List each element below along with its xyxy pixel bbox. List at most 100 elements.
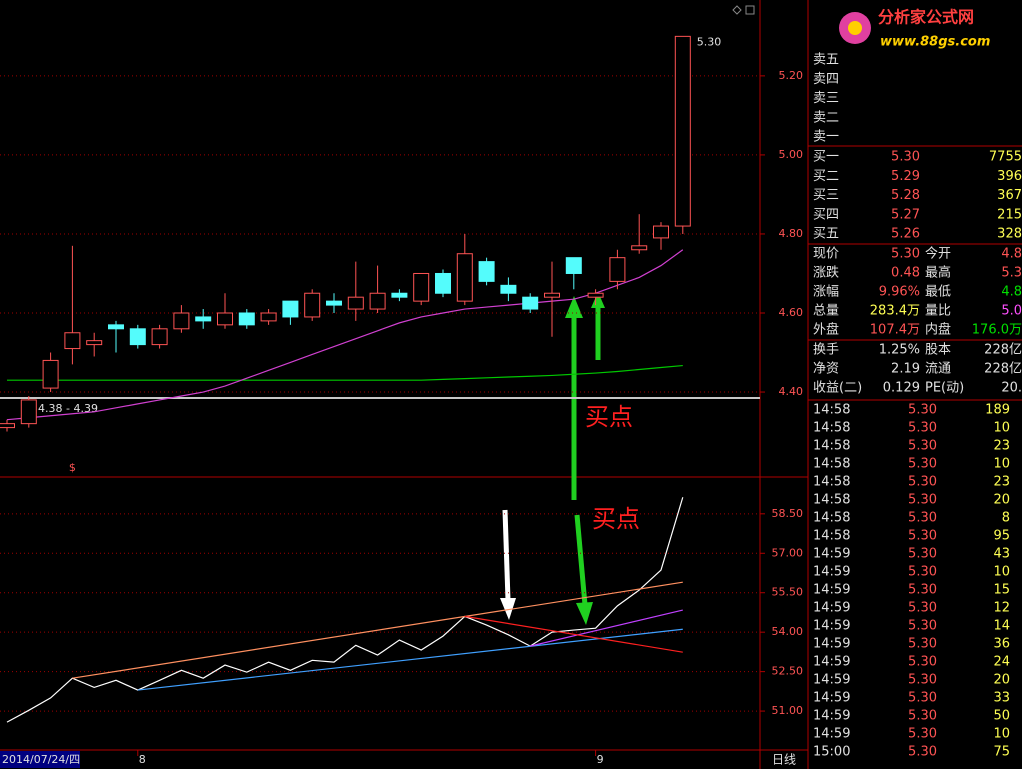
tick-price: 5.30 xyxy=(908,547,937,562)
tick-price: 5.30 xyxy=(908,529,937,544)
tick-volume: 189 xyxy=(985,403,1010,418)
bid-price: 5.27 xyxy=(891,207,920,222)
tick-price: 5.30 xyxy=(908,709,937,724)
x-tick-label: 2014/07/24/四 xyxy=(2,753,80,766)
tick-volume: 24 xyxy=(993,655,1010,670)
tick-price: 5.30 xyxy=(908,727,937,742)
trend-line xyxy=(464,615,683,653)
tick-volume: 12 xyxy=(993,601,1010,616)
tick-price: 5.30 xyxy=(908,655,937,670)
tick-time: 14:58 xyxy=(813,529,850,544)
tick-price: 5.30 xyxy=(908,439,937,454)
tick-price: 5.30 xyxy=(908,421,937,436)
tick-time: 14:59 xyxy=(813,691,850,706)
stat-label: 涨幅 xyxy=(813,285,839,300)
candle-body xyxy=(195,316,212,322)
tick-price: 5.30 xyxy=(908,637,937,652)
max-price-label: 5.30 xyxy=(697,35,722,48)
ask-label: 卖五 xyxy=(813,53,839,68)
stat-value: 5.30 xyxy=(891,247,920,262)
candle-body xyxy=(326,300,342,306)
y-tick-label: 52.50 xyxy=(772,665,804,678)
reference-label: 4.38 - 4.39 xyxy=(38,402,98,415)
candle-body xyxy=(42,359,59,389)
tick-volume: 33 xyxy=(993,691,1010,706)
stat-value: 5.0 xyxy=(1001,304,1022,319)
series-line xyxy=(6,249,684,421)
tick-volume: 10 xyxy=(993,727,1010,742)
y-tick-label: 51.00 xyxy=(772,704,804,717)
series-line xyxy=(6,497,684,723)
tick-price: 5.30 xyxy=(908,475,937,490)
stat-value: 4.8 xyxy=(1001,285,1022,300)
stat-label: 收益(二) xyxy=(813,381,862,396)
tick-volume: 75 xyxy=(993,745,1010,760)
y-tick-label: 58.50 xyxy=(772,507,804,520)
candle-body xyxy=(544,292,560,298)
x-tick-label: 8 xyxy=(139,753,146,766)
y-tick-label: 4.40 xyxy=(779,385,804,398)
candle-body xyxy=(587,292,604,298)
tick-volume: 8 xyxy=(1002,511,1010,526)
candle-body xyxy=(435,272,451,294)
y-tick-label: 55.50 xyxy=(772,586,804,599)
tick-time: 14:59 xyxy=(813,565,850,580)
tick-volume: 36 xyxy=(993,637,1010,652)
tick-volume: 10 xyxy=(993,565,1010,580)
tick-time: 14:58 xyxy=(813,403,850,418)
stat-label: 外盘 xyxy=(813,322,839,338)
tick-volume: 15 xyxy=(993,583,1010,598)
candle-body xyxy=(631,245,648,251)
stat-value: 1.25% xyxy=(879,343,920,358)
tick-volume: 10 xyxy=(993,421,1010,436)
stat-label: PE(动) xyxy=(925,381,964,396)
tick-volume: 23 xyxy=(993,475,1010,490)
annotation: 买点 xyxy=(585,403,633,431)
candle-body xyxy=(413,272,430,302)
tick-volume: 50 xyxy=(993,709,1010,724)
candle-body xyxy=(609,257,626,282)
annotation: 买点 xyxy=(592,505,640,533)
y-tick-label: 4.80 xyxy=(779,227,804,240)
y-tick-label: 4.60 xyxy=(779,306,804,319)
bid-price: 5.29 xyxy=(891,169,920,184)
stat-label: 总量 xyxy=(813,304,839,319)
bid-price: 5.28 xyxy=(891,188,920,203)
candle-body xyxy=(129,328,146,346)
series-line xyxy=(7,364,683,381)
tick-time: 14:59 xyxy=(813,583,850,598)
y-tick-label: 5.00 xyxy=(779,148,804,161)
tick-price: 5.30 xyxy=(908,619,937,634)
marker: $ xyxy=(69,461,76,474)
tick-time: 14:59 xyxy=(813,673,850,688)
ask-label: 卖三 xyxy=(813,91,839,106)
stat-value: 107.4万 xyxy=(870,323,920,338)
tick-time: 14:58 xyxy=(813,511,850,526)
tick-time: 15:00 xyxy=(813,745,850,760)
bid-price: 5.30 xyxy=(891,150,920,165)
tick-price: 5.30 xyxy=(908,673,937,688)
tick-time: 14:59 xyxy=(813,655,850,670)
bid-label: 买一 xyxy=(813,150,839,165)
stat-value: 228亿 xyxy=(984,343,1022,358)
tick-volume: 23 xyxy=(993,439,1010,454)
tick-time: 14:59 xyxy=(813,637,850,652)
tick-volume: 43 xyxy=(993,547,1010,562)
window-icons xyxy=(732,5,755,15)
stat-value: 176.0万 xyxy=(972,323,1022,338)
stat-value: 2.19 xyxy=(891,362,920,377)
stat-label: 净资 xyxy=(813,362,839,377)
x-tick-label: 9 xyxy=(597,753,604,766)
bid-volume: 396 xyxy=(997,169,1022,184)
tick-price: 5.30 xyxy=(908,457,937,472)
ask-label: 卖四 xyxy=(813,72,839,87)
candle-body xyxy=(282,300,299,318)
candle-body xyxy=(20,399,37,425)
candle-body xyxy=(151,328,168,346)
tick-time: 14:58 xyxy=(813,475,850,490)
bid-volume: 7755 xyxy=(989,150,1022,165)
